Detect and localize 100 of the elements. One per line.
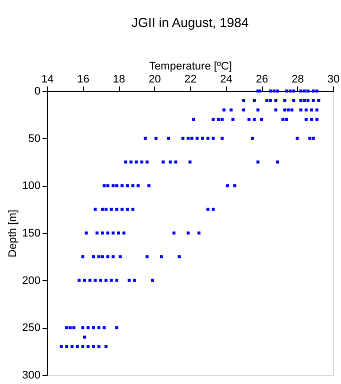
x-tick-label: 14 <box>41 74 54 86</box>
point <box>317 98 320 102</box>
point <box>106 184 110 188</box>
point <box>117 232 120 234</box>
chart-title: JGII in August, 1984 <box>131 15 249 30</box>
point <box>86 345 90 348</box>
point <box>190 136 194 140</box>
point <box>178 255 181 258</box>
point <box>65 326 68 330</box>
x-tick-label: 26 <box>256 74 268 86</box>
point <box>78 278 81 282</box>
point <box>292 90 296 92</box>
point <box>172 232 176 234</box>
point <box>115 184 118 188</box>
point <box>104 208 108 211</box>
point <box>168 160 172 164</box>
point <box>100 208 104 211</box>
point <box>206 136 210 140</box>
point <box>304 118 308 121</box>
point <box>276 160 280 164</box>
point <box>288 90 292 92</box>
point <box>81 255 84 258</box>
point <box>60 345 63 348</box>
point <box>283 98 286 102</box>
point <box>312 136 315 140</box>
point <box>118 255 122 258</box>
point <box>304 108 308 112</box>
point <box>124 160 128 164</box>
point <box>68 326 72 330</box>
point <box>299 108 302 112</box>
point <box>70 345 74 348</box>
point <box>112 255 115 258</box>
point <box>136 184 140 188</box>
point <box>147 184 150 188</box>
point <box>306 98 310 102</box>
point <box>306 90 310 92</box>
point <box>115 208 118 211</box>
point <box>97 345 100 348</box>
point <box>296 136 299 140</box>
point <box>222 108 226 112</box>
point <box>131 208 134 211</box>
point <box>268 98 272 102</box>
point <box>112 232 115 234</box>
point <box>84 232 88 234</box>
y-tick-label: 50 <box>28 132 40 145</box>
point <box>192 118 196 121</box>
point <box>308 136 312 140</box>
point <box>160 255 163 258</box>
point <box>299 90 302 92</box>
point <box>181 136 184 140</box>
point <box>302 90 306 92</box>
y-axis-title: Depth [m] <box>7 210 20 258</box>
point <box>292 98 296 102</box>
point <box>312 98 315 102</box>
point <box>120 184 124 188</box>
point <box>272 90 276 92</box>
point <box>76 345 79 348</box>
point <box>268 90 272 92</box>
point <box>310 118 314 121</box>
point <box>286 108 290 112</box>
point <box>276 90 280 92</box>
point <box>126 208 129 211</box>
point <box>252 98 256 102</box>
point <box>315 118 318 121</box>
point <box>94 278 97 282</box>
point <box>174 160 178 164</box>
point <box>97 326 100 330</box>
x-tick-label: 28 <box>292 74 304 86</box>
point <box>92 326 95 330</box>
point <box>94 208 97 211</box>
x-tick-label: 16 <box>77 74 90 86</box>
point <box>251 136 254 140</box>
point <box>217 118 220 121</box>
point <box>106 255 110 258</box>
point <box>104 278 108 282</box>
point <box>256 160 260 164</box>
point <box>212 208 215 211</box>
point <box>110 278 113 282</box>
point <box>260 118 263 121</box>
point <box>212 136 215 140</box>
point <box>226 184 230 188</box>
point <box>315 90 318 92</box>
point <box>242 108 246 112</box>
point <box>312 90 315 92</box>
point <box>162 160 165 164</box>
point <box>233 184 236 188</box>
point <box>115 326 118 330</box>
x-tick-label: 22 <box>184 74 197 86</box>
y-tick-label: 0 <box>34 86 40 98</box>
point <box>315 108 318 112</box>
point <box>92 345 95 348</box>
point <box>97 255 100 258</box>
point <box>144 136 147 140</box>
x-axis-title: Temperature [ºC] <box>149 60 232 72</box>
point <box>120 208 124 211</box>
point <box>206 208 210 211</box>
point <box>72 326 76 330</box>
point <box>100 232 104 234</box>
point <box>281 118 284 121</box>
x-tick-label: 18 <box>112 74 126 86</box>
